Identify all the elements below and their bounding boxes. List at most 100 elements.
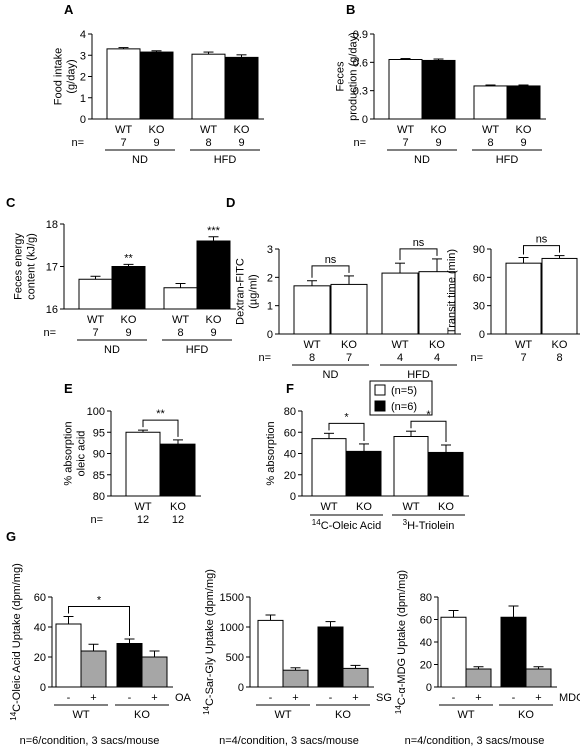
bar [55, 623, 82, 688]
y-tick-label: 0 [238, 682, 244, 694]
y-tick-label: 2 [267, 272, 273, 284]
x-category-label: + [90, 692, 96, 704]
n-value: 12 [137, 514, 149, 526]
significance-bracket [311, 265, 350, 278]
bar [541, 257, 578, 335]
bar [116, 643, 143, 688]
chart-g1: G 0 20 40 60 14C-Oleic Acid Uptake (dpm/mg) - +… [6, 529, 192, 747]
significance-bracket [523, 245, 560, 255]
y-tick-label: 40 [420, 637, 432, 649]
panel-label: G [6, 529, 16, 544]
x-category-label: WT [87, 314, 104, 326]
bar [160, 443, 196, 497]
group-label: ND [323, 369, 339, 381]
group-label: WT [274, 709, 291, 721]
group-label: HFD [496, 154, 519, 166]
y-tick-label: 60 [284, 427, 296, 439]
chart-g3: 0 20 40 60 80 14C-α-MDG Uptake (dpm/mg) - + - + MD… [394, 570, 580, 747]
n-prefix: n= [43, 327, 56, 339]
y-tick-label: 0.6 [353, 57, 368, 69]
y-tick-label: 16 [46, 304, 58, 316]
y-tick-label: 1 [267, 301, 273, 313]
bar [440, 616, 467, 688]
treatment-label: SG [376, 692, 392, 704]
y-axis-label: Fecesproduction (g/day) [335, 32, 360, 121]
bar [428, 451, 464, 497]
n-value: 9 [210, 327, 216, 339]
x-category-label: - [452, 692, 456, 704]
y-axis-label: Feces energycontent (kJ/g) [13, 233, 38, 300]
x-category-label: KO [149, 124, 165, 136]
y-tick-label: 2 [80, 72, 86, 84]
n-value: 4 [397, 352, 403, 364]
y-tick-label: 0.9 [353, 29, 368, 41]
x-category-label: WT [397, 124, 414, 136]
y-tick-label: 30 [473, 301, 485, 313]
x-category-label: WT [172, 314, 189, 326]
group-label: ND [132, 154, 148, 166]
bar [224, 56, 259, 120]
footnote: n=4/condition, 3 sacs/mouse [219, 735, 359, 747]
y-tick-label: 100 [87, 406, 105, 418]
bar [311, 438, 347, 497]
n-value: 12 [172, 514, 184, 526]
x-category-label: + [475, 692, 481, 704]
y-axis-label: % absorption [265, 421, 277, 485]
n-value: 8 [205, 137, 211, 149]
x-category-label: KO [431, 124, 447, 136]
y-tick-label: 500 [226, 652, 244, 664]
significance-label: *** [207, 225, 221, 237]
y-tick-label: 0 [426, 682, 432, 694]
bar [78, 278, 113, 310]
n-value: 9 [435, 137, 441, 149]
chart-g2: 0 500 1000 1500 14C-Sar-Gly Uptake (dpm/mg) -… [202, 569, 392, 747]
group-label: KO [335, 709, 351, 721]
significance-bracket [399, 248, 438, 261]
significance-label: * [97, 595, 102, 607]
y-tick-label: 90 [93, 449, 105, 461]
bar [141, 656, 168, 688]
legend-swatch [374, 384, 386, 396]
y-tick-label: 0.3 [353, 86, 368, 98]
group-label: HFD [407, 369, 430, 381]
y-tick-label: 95 [93, 427, 105, 439]
group-label: ND [414, 154, 430, 166]
footnote: n=4/condition, 3 sacs/mouse [405, 735, 545, 747]
y-tick-label: 0 [40, 682, 46, 694]
x-category-label: + [292, 692, 298, 704]
group-label: 3H-Triolein [403, 518, 455, 532]
bar [342, 667, 369, 688]
bar [500, 616, 527, 688]
y-tick-label: 20 [284, 470, 296, 482]
y-tick-label: 80 [420, 592, 432, 604]
y-tick-label: 18 [46, 219, 58, 231]
y-axis-label: % absorptionoleic acid [63, 421, 88, 485]
x-category-label: - [329, 692, 333, 704]
bar [506, 85, 541, 120]
significance-bracket [410, 420, 447, 442]
y-tick-label: 1000 [220, 622, 244, 634]
bar [418, 271, 456, 335]
x-category-label: WT [515, 339, 532, 351]
x-category-label: KO [206, 314, 222, 326]
y-tick-label: 60 [473, 272, 485, 284]
significance-label: ns [536, 234, 548, 246]
group-label: WT [72, 709, 89, 721]
treatment-label: MDG [559, 692, 580, 704]
y-axis-label: 14C-α-MDG Uptake (dpm/mg) [394, 570, 408, 714]
y-tick-label: 1500 [220, 592, 244, 604]
legend-label: (n=6) [391, 401, 417, 413]
bar [293, 285, 331, 335]
y-tick-label: 3 [267, 244, 273, 256]
significance-label: ** [124, 252, 133, 264]
significance-label: * [344, 411, 349, 423]
bar [330, 283, 368, 335]
x-category-label: - [512, 692, 516, 704]
bar [473, 85, 508, 120]
x-category-label: WT [303, 339, 320, 351]
panel-label: D [226, 195, 235, 210]
bar [111, 266, 146, 310]
group-label: KO [134, 709, 150, 721]
